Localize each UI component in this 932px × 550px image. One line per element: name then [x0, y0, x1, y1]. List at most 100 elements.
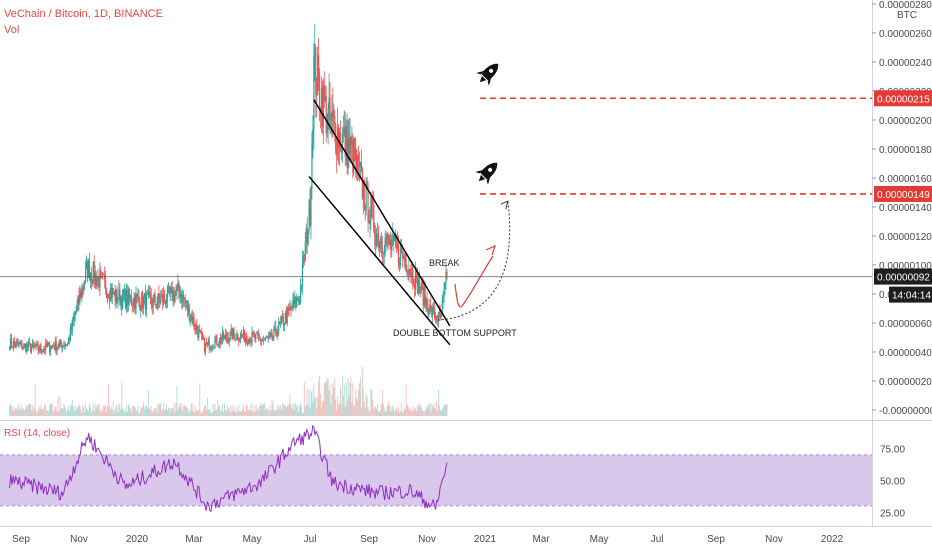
candle-body [68, 338, 71, 340]
volume-bar [277, 404, 279, 416]
candle-body [199, 329, 201, 332]
candle-body [383, 253, 385, 255]
candle-body [30, 347, 33, 352]
candle-body [39, 345, 41, 351]
volume-bar [120, 409, 122, 416]
volume-bar [397, 411, 399, 416]
candle-body [238, 339, 240, 342]
volume-bar [369, 412, 371, 416]
time-tick-label: Jul [651, 534, 664, 545]
candle-body [181, 294, 183, 303]
volume-bar [440, 410, 442, 416]
candle-body [167, 286, 169, 288]
volume-bar [443, 404, 445, 416]
candle-body [285, 313, 287, 324]
candle-body [215, 335, 217, 341]
candle-body [128, 289, 130, 298]
candle-body [85, 267, 87, 282]
volume-bar [50, 403, 52, 416]
volume-bar [22, 408, 24, 416]
candle-body [178, 282, 180, 292]
candle-body [279, 321, 282, 324]
volume-bar [12, 406, 14, 416]
volume-bar [341, 376, 343, 416]
candle-body [249, 338, 251, 343]
volume-bar [220, 411, 222, 416]
candle-body [388, 237, 390, 245]
candle-body [15, 341, 17, 347]
volume-bar [412, 408, 414, 416]
candle-body [144, 293, 146, 298]
channel-trendline[interactable] [308, 176, 451, 346]
projection-curve-red [454, 255, 494, 308]
candle-body [394, 236, 396, 242]
volume-bar [31, 404, 33, 416]
candle-body [280, 316, 283, 322]
volume-bar [118, 403, 120, 416]
volume-bar [378, 411, 380, 416]
volume-bar [190, 403, 192, 416]
candle-body [9, 338, 12, 350]
candle-body [41, 350, 43, 353]
volume-bar [421, 410, 423, 416]
candle-body [59, 339, 61, 344]
candle-body [137, 295, 139, 297]
candle-body [23, 343, 25, 348]
volume-bar [263, 403, 265, 416]
volume-bar [315, 396, 317, 416]
volume-bar [75, 410, 77, 416]
candle-body [245, 337, 247, 340]
candle-body [28, 342, 30, 348]
volume-legend[interactable]: Vol [4, 24, 20, 36]
channel-trendline[interactable] [313, 99, 451, 327]
volume-bar [91, 409, 93, 416]
volume-bar [308, 389, 310, 416]
candle-body [177, 282, 179, 287]
volume-bar [408, 408, 410, 416]
last-price-tag [874, 268, 932, 285]
candle-body [72, 319, 74, 321]
candle-body [192, 317, 194, 324]
volume-bar [250, 410, 252, 416]
candle-body [259, 336, 261, 338]
volume-bar [433, 404, 435, 416]
volume-bar [268, 412, 270, 416]
candle-body [294, 296, 296, 305]
volume-bar [230, 412, 232, 416]
candle-body [286, 308, 288, 324]
candle-body [211, 347, 213, 349]
candle-body [404, 258, 406, 261]
candle-body [439, 313, 441, 318]
volume-bar [196, 410, 198, 416]
volume-bar [242, 405, 244, 416]
volume-bar [79, 406, 81, 416]
rsi-legend[interactable]: RSI (14, close) [4, 428, 71, 439]
candle-body [117, 299, 119, 303]
candle-body [133, 298, 135, 306]
candle-body [217, 344, 219, 346]
candle-body [202, 338, 205, 340]
candle-body [56, 346, 58, 351]
candle-body [399, 248, 401, 267]
candle-body [284, 313, 286, 324]
projection-curve-dotted [437, 201, 510, 321]
candle-body [265, 336, 267, 338]
candle-body [29, 343, 32, 352]
candle-body [446, 272, 448, 277]
volume-bar [342, 396, 344, 416]
volume-bar [160, 403, 162, 416]
candle-body [156, 303, 158, 308]
symbol-legend[interactable]: VeChain / Bitcoin, 1D, BINANCE [4, 8, 163, 20]
candle-body [306, 228, 308, 244]
candle-body [277, 331, 279, 337]
volume-bar [151, 412, 153, 416]
candle-body [341, 134, 343, 153]
volume-bar [105, 403, 107, 416]
volume-bar [179, 403, 181, 416]
volume-bar [377, 403, 379, 416]
candle-body [168, 286, 170, 294]
candle-body [44, 348, 46, 351]
volume-bar [189, 411, 191, 416]
volume-bar [232, 410, 234, 416]
